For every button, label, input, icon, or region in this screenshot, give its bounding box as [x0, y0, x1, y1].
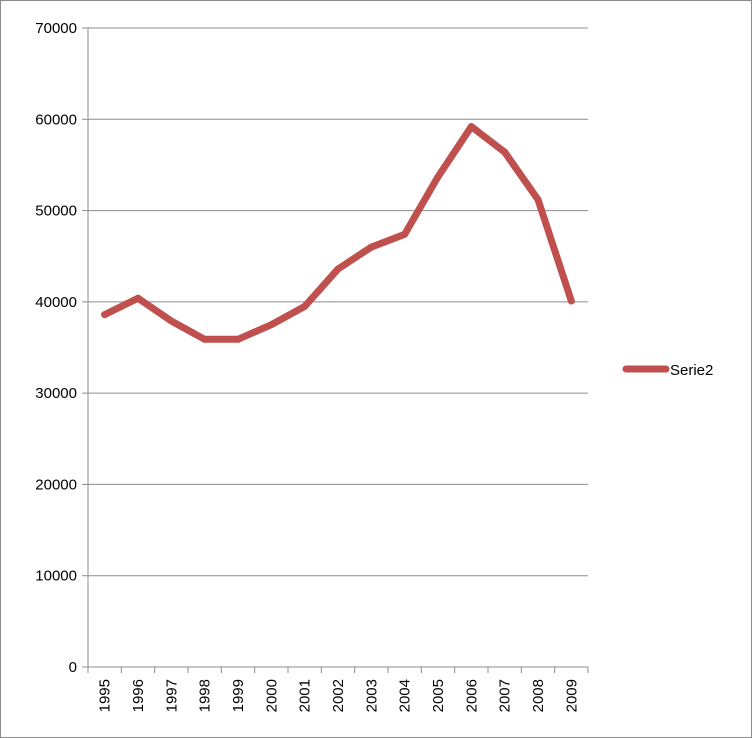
y-tick-label: 20000	[35, 476, 77, 493]
y-tick-label: 0	[69, 659, 77, 676]
data-point	[567, 297, 575, 305]
x-tick-label: 1997	[163, 679, 180, 712]
data-point	[167, 317, 175, 325]
gridlines	[88, 27, 588, 577]
x-tick-label: 2000	[263, 679, 280, 712]
x-tick-label: 2009	[563, 679, 580, 712]
data-point	[401, 230, 409, 238]
x-tick-label: 1998	[197, 679, 214, 712]
y-tick-label: 30000	[35, 385, 77, 402]
data-point	[334, 265, 342, 273]
data-point	[534, 196, 542, 204]
x-tick-label: 1999	[230, 679, 247, 712]
data-point	[201, 335, 209, 343]
data-point	[234, 335, 242, 343]
y-tick-label: 40000	[35, 294, 77, 311]
data-point	[134, 294, 142, 302]
data-point	[267, 321, 275, 329]
legend: Serie2	[622, 362, 713, 379]
axes: 0 10000 20000 30000 40000 50000 60000 70000 1995…	[35, 20, 589, 712]
x-tick-label: 2008	[530, 679, 547, 712]
data-point	[301, 302, 309, 310]
x-tick-label: 2003	[363, 679, 380, 712]
x-tick-label: 1996	[130, 679, 147, 712]
y-tick-label: 50000	[35, 203, 77, 220]
series-line	[101, 123, 575, 343]
x-tick-label: 2005	[430, 679, 447, 712]
data-point	[434, 173, 442, 181]
y-tick-label: 70000	[35, 20, 77, 37]
legend-label: Serie2	[670, 362, 713, 379]
data-point	[501, 148, 509, 156]
x-tick-label: 2004	[397, 679, 414, 712]
x-tick-label: 2007	[497, 679, 514, 712]
data-point	[101, 311, 109, 319]
x-tick-label: 2006	[463, 679, 480, 712]
data-point	[467, 123, 475, 131]
x-tick-label: 2001	[297, 679, 314, 712]
y-tick-label: 60000	[35, 111, 77, 128]
data-point	[367, 243, 375, 251]
x-tick-label: 1995	[97, 679, 114, 712]
series-layer	[101, 123, 575, 343]
y-tick-label: 10000	[35, 568, 77, 585]
x-tick-label: 2002	[330, 679, 347, 712]
